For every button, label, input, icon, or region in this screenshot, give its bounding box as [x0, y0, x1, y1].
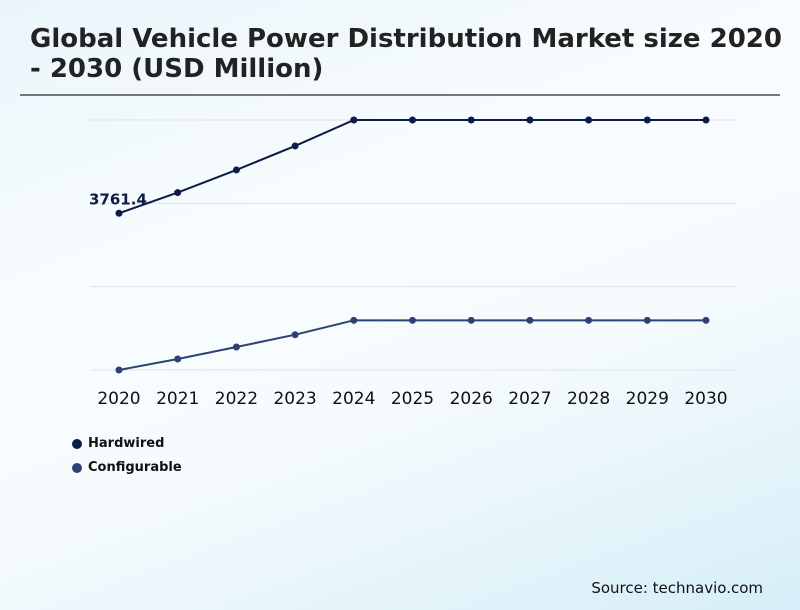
chart-title: Global Vehicle Power Distribution Market… — [30, 24, 782, 84]
data-point-configurable-2025 — [409, 316, 416, 324]
data-point-configurable-2027 — [526, 316, 534, 324]
x-tick-label: 2027 — [508, 389, 551, 409]
x-tick-label: 2024 — [332, 389, 375, 409]
x-tick-label: 2021 — [156, 389, 199, 409]
data-point-configurable-2026 — [467, 316, 475, 324]
x-tick-label: 2020 — [97, 389, 140, 409]
data-point-hardwired-2027 — [526, 116, 534, 124]
data-point-hardwired-2020 — [115, 209, 123, 217]
legend-marker-icon — [72, 438, 82, 449]
data-label: 3761.4 — [89, 190, 147, 208]
data-point-configurable-2024 — [350, 316, 358, 324]
data-point-hardwired-2030 — [702, 116, 710, 124]
data-point-hardwired-2028 — [585, 116, 593, 124]
data-point-hardwired-2026 — [467, 116, 475, 124]
data-point-hardwired-2023 — [291, 142, 299, 150]
data-point-configurable-2030 — [702, 316, 710, 324]
data-point-configurable-2020 — [115, 366, 123, 374]
series-line-configurable — [118, 319, 706, 371]
data-point-hardwired-2025 — [409, 116, 416, 124]
x-tick-label: 2026 — [450, 389, 493, 409]
data-point-configurable-2029 — [643, 316, 651, 324]
data-point-hardwired-2024 — [350, 116, 358, 124]
data-point-hardwired-2022 — [232, 166, 240, 174]
data-point-hardwired-2021 — [174, 189, 182, 197]
series-line-hardwired — [118, 119, 706, 215]
data-point-hardwired-2029 — [643, 116, 651, 124]
x-tick-label: 2025 — [391, 389, 434, 409]
legend-item-hardwired[interactable]: Hardwired — [72, 436, 164, 451]
x-tick-label: 2022 — [215, 389, 258, 409]
legend-label: Configurable — [88, 460, 182, 475]
x-tick-label: 2029 — [626, 389, 669, 409]
x-tick-label: 2023 — [273, 389, 316, 409]
x-tick-label: 2030 — [684, 389, 727, 409]
legend-marker-icon — [72, 462, 82, 473]
title-divider — [20, 94, 780, 96]
data-point-configurable-2021 — [174, 355, 182, 363]
legend-label: Hardwired — [88, 436, 165, 451]
x-tick-label: 2028 — [567, 389, 610, 409]
data-point-configurable-2023 — [291, 331, 299, 339]
data-point-configurable-2028 — [585, 316, 593, 324]
legend-item-configurable[interactable]: Configurable — [72, 460, 182, 475]
source-credit: Source: technavio.com — [591, 579, 763, 597]
data-point-configurable-2022 — [232, 343, 240, 351]
